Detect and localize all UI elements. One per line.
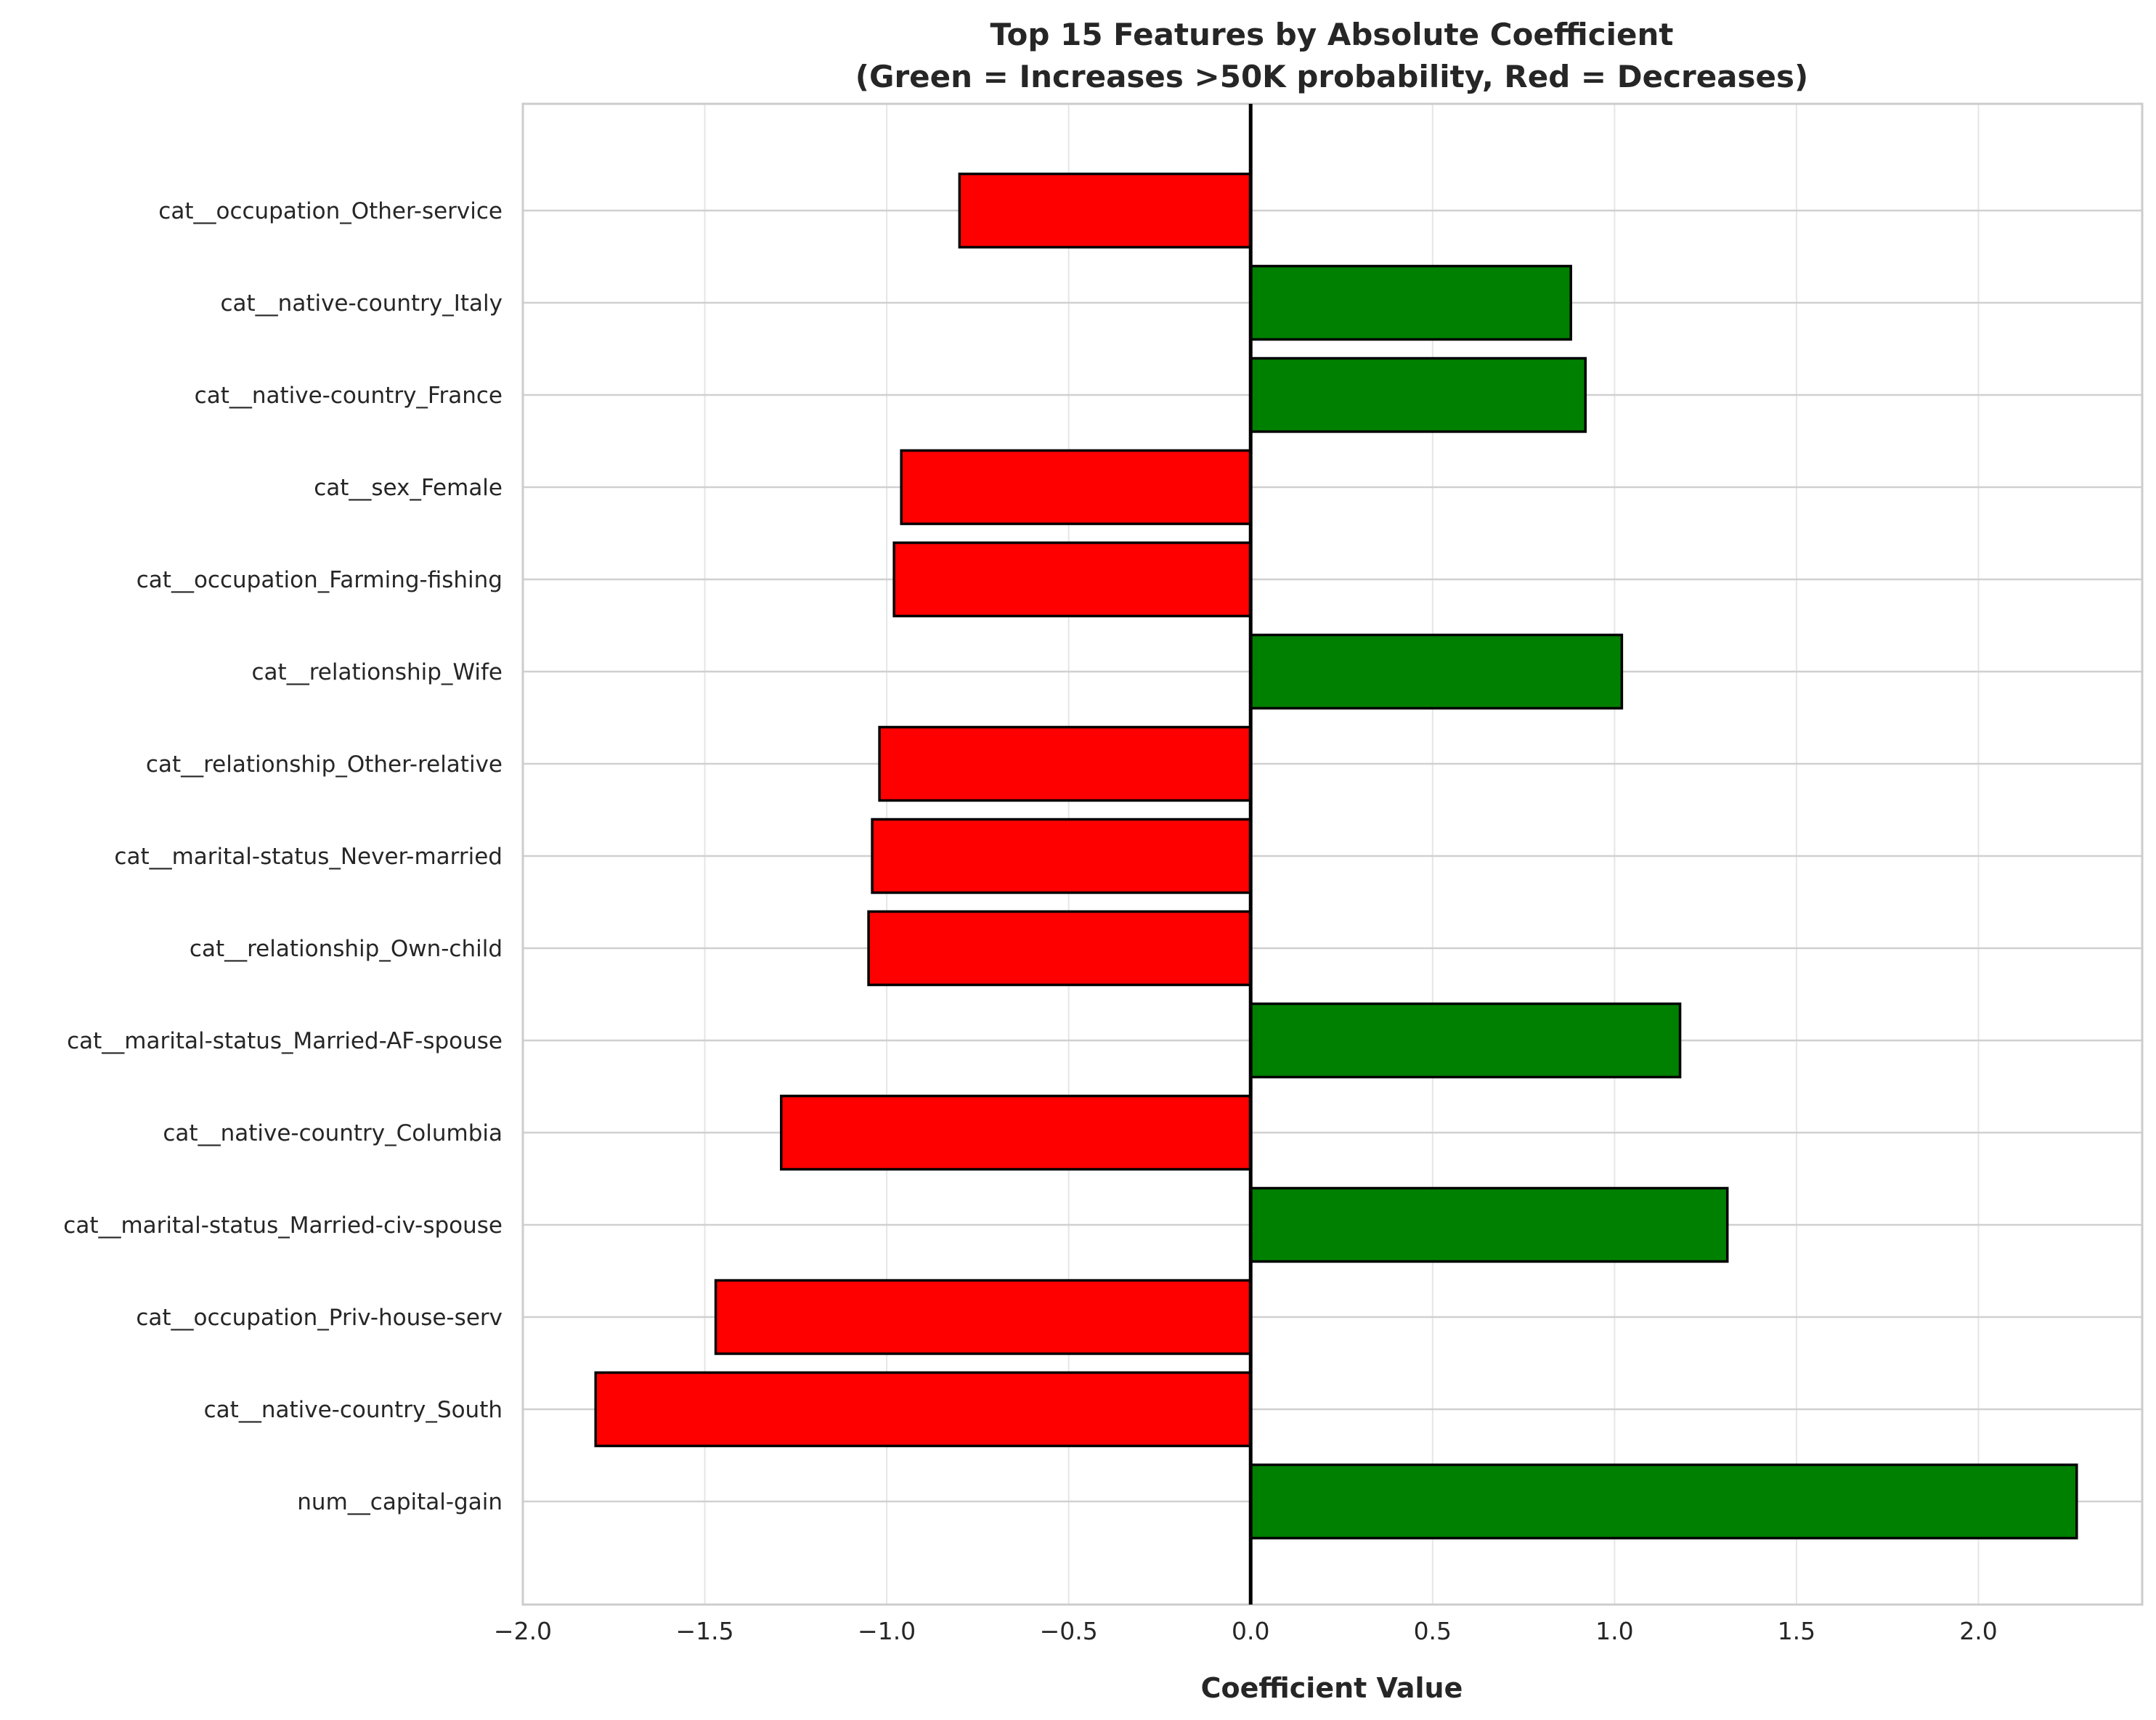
bars <box>594 172 2078 1540</box>
y-tick-label: cat__occupation_Other-service <box>158 198 503 224</box>
chart-title: Top 15 Features by Absolute Coefficient <box>990 17 1673 52</box>
y-tick-label: cat__marital-status_Married-AF-spouse <box>67 1028 503 1054</box>
x-tick-label: −1.0 <box>858 1617 916 1645</box>
y-tick-label: cat__occupation_Farming-fishing <box>137 567 503 593</box>
bar-cat__native-country_South <box>594 1371 1252 1448</box>
bar-cat__occupation_Priv-house-serv <box>714 1279 1252 1356</box>
y-tick-label: cat__marital-status_Never-married <box>114 844 503 870</box>
y-tick-label: cat__marital-status_Married-civ-spouse <box>63 1212 503 1239</box>
x-tick-label: 1.5 <box>1778 1617 1815 1645</box>
y-tick-label: cat__relationship_Other-relative <box>146 751 503 778</box>
y-tick-label: cat__native-country_France <box>195 383 503 409</box>
bar-cat__marital-status_Married-civ-spouse <box>1249 1186 1729 1263</box>
bar-cat__occupation_Other-service <box>958 172 1252 249</box>
y-tick-label: cat__native-country_Columbia <box>163 1120 503 1146</box>
bar-cat__native-country_Columbia <box>780 1094 1252 1171</box>
x-tick-label: 1.0 <box>1595 1617 1633 1645</box>
chart-subtitle: (Green = Increases >50K probability, Red… <box>855 59 1808 94</box>
x-tick-label: −1.5 <box>675 1617 733 1645</box>
bar-cat__native-country_Italy <box>1249 264 1572 341</box>
y-tick-label: cat__occupation_Priv-house-serv <box>136 1305 503 1331</box>
x-tick-labels: −2.0 −1.5 −1.0 −0.5 0.0 0.5 1.0 1.5 2.0 <box>494 1617 1998 1645</box>
bar-cat__relationship_Other-relative <box>878 725 1252 802</box>
bar-cat__occupation_Farming-fishing <box>892 541 1252 618</box>
x-tick-label: 0.0 <box>1232 1617 1269 1645</box>
bar-cat__sex_Female <box>900 449 1252 526</box>
y-tick-label: cat__relationship_Wife <box>252 659 503 685</box>
bar-cat__marital-status_Married-AF-spouse <box>1249 1002 1682 1079</box>
bar-cat__native-country_France <box>1249 356 1587 433</box>
x-tick-label: −2.0 <box>494 1617 552 1645</box>
x-tick-label: 2.0 <box>1959 1617 1997 1645</box>
y-tick-label: num__capital-gain <box>297 1489 503 1515</box>
plot-frame <box>521 102 2144 1606</box>
bar-cat__relationship_Wife <box>1249 633 1624 710</box>
bar-cat__marital-status_Never-married <box>871 818 1252 894</box>
y-tick-label: cat__native-country_Italy <box>220 290 503 317</box>
y-tick-labels: cat__occupation_Other-service cat__native… <box>63 198 503 1515</box>
x-tick-label: 0.5 <box>1414 1617 1452 1645</box>
grid-lines <box>522 104 2142 1605</box>
bar-num__capital-gain <box>1249 1463 2078 1540</box>
y-tick-label: cat__sex_Female <box>314 475 503 501</box>
y-tick-label: cat__relationship_Own-child <box>190 936 503 962</box>
x-axis-label: Coefficient Value <box>1201 1672 1463 1704</box>
bar-cat__relationship_Own-child <box>867 910 1252 987</box>
x-tick-label: −0.5 <box>1040 1617 1098 1645</box>
y-tick-label: cat__native-country_South <box>204 1397 503 1423</box>
